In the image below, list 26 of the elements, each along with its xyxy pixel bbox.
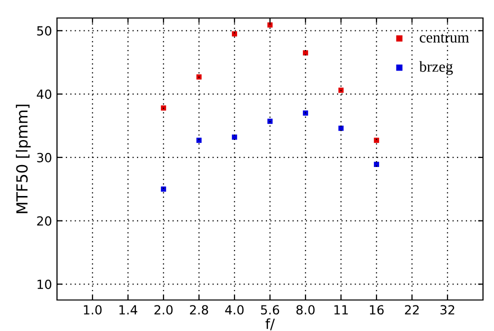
point xyxy=(338,88,344,93)
y-tick-label: 20 xyxy=(37,216,52,226)
y-tick-label: 30 xyxy=(37,152,52,162)
x-tick-label: 2.8 xyxy=(190,305,208,315)
point xyxy=(196,138,202,143)
point xyxy=(232,31,238,36)
x-tick-label: 4.0 xyxy=(225,305,244,315)
x-tick-label: 11 xyxy=(334,305,348,314)
x-axis-title: f/ xyxy=(266,318,275,330)
x-tick-label: 22 xyxy=(404,305,419,314)
x-tick-label: 32 xyxy=(440,305,454,315)
legend-label: brzeg xyxy=(419,61,453,75)
x-tick-label: 1.0 xyxy=(84,305,102,315)
x-tick-label: 16 xyxy=(370,305,384,315)
point xyxy=(374,138,380,143)
x-tick-label: 1.4 xyxy=(119,305,138,314)
x-tick-label: 8.0 xyxy=(296,305,315,315)
y-tick-label: 40 xyxy=(36,90,52,99)
y-tick-label: 10 xyxy=(38,280,52,290)
x-tick-label: 5.6 xyxy=(261,305,280,315)
point xyxy=(338,126,344,131)
y-axis-title: MTF50 [lpmm] xyxy=(16,104,31,214)
x-tick-label: 2.0 xyxy=(154,305,173,315)
legend-label: centrum xyxy=(420,34,470,43)
point xyxy=(267,118,273,124)
y-tick-label: 50 xyxy=(37,26,52,36)
